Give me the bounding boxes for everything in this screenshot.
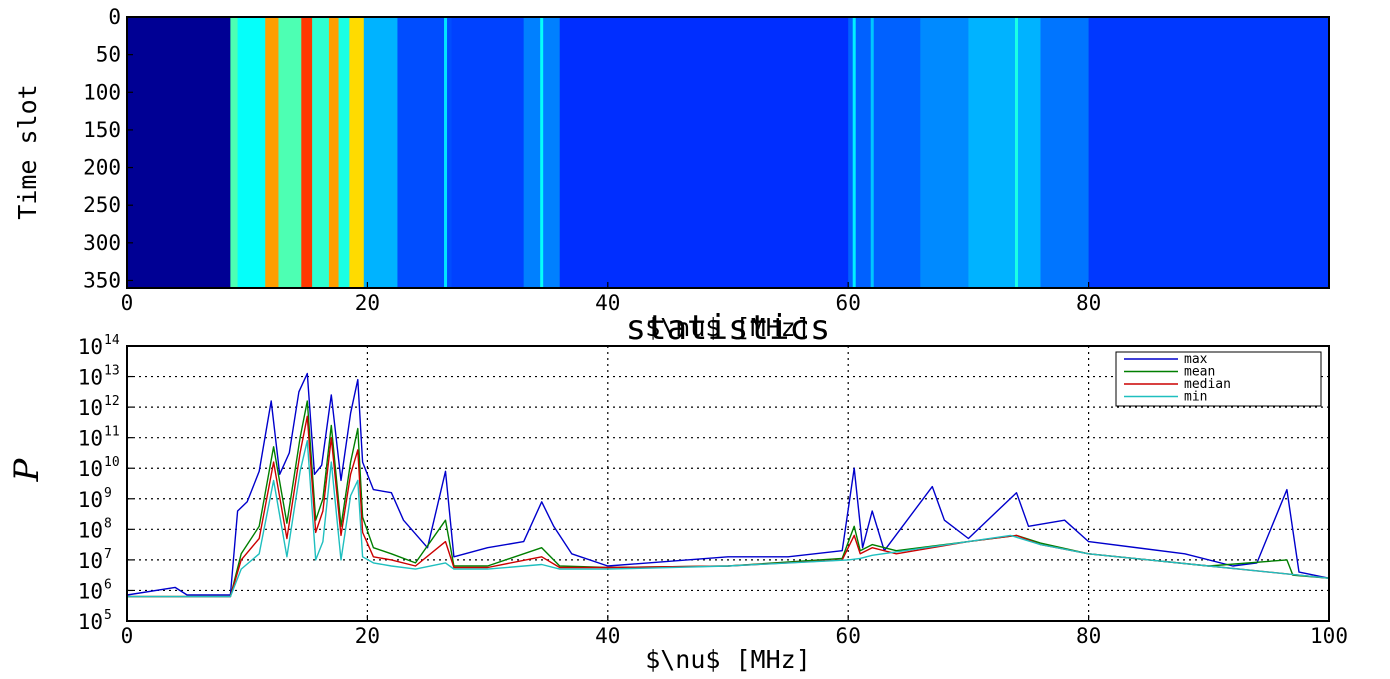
heatmap-line-2 [852, 17, 856, 288]
bottom-y-tick-base-4: 10 [78, 488, 103, 512]
top-plot-frame [126, 16, 1330, 289]
top-y-ticks: 0 50 100 150 200 250 300 350 [83, 5, 133, 292]
heatmap-band-15 [848, 17, 921, 288]
heatmap-line-4 [1014, 17, 1018, 288]
bottom-y-tick-base-5: 10 [78, 457, 103, 481]
bottom-y-tick-exp-8: 13 [104, 364, 120, 379]
bottom-y-tick-base-6: 10 [78, 427, 103, 451]
bottom-x-tick-label-3: 60 [836, 624, 861, 648]
top-y-tick-label-2: 100 [83, 80, 121, 104]
bottom-y-tick-base-8: 10 [78, 366, 103, 390]
heatmap-band-19 [1088, 17, 1329, 288]
bottom-plot-frame [126, 345, 1330, 622]
heatmap-band-5 [301, 17, 313, 288]
bottom-y-tick-base-0: 10 [78, 610, 103, 634]
heatmap-band-11 [397, 17, 453, 288]
bottom-y-tick-exp-7: 12 [104, 394, 120, 409]
top-x-tick-label-3: 60 [836, 291, 861, 315]
series-line-max [127, 372, 1329, 596]
legend-label-min: min [1184, 390, 1207, 405]
heatmap-band-10 [363, 17, 399, 288]
waterfall-heatmap [127, 17, 1329, 288]
heatmap-line-3 [870, 17, 874, 288]
legend-label-median: median [1184, 377, 1231, 392]
bottom-y-tick-exp-9: 14 [104, 333, 120, 348]
bottom-x-tick-label-2: 40 [595, 624, 620, 648]
series-line-median [127, 415, 1329, 598]
series-line-min [127, 440, 1329, 598]
top-y-tick-label-1: 50 [96, 43, 121, 67]
bottom-x-tick-label-1: 20 [355, 624, 380, 648]
top-y-tick-label-4: 200 [83, 156, 121, 180]
bottom-y-tick-exp-2: 7 [104, 547, 112, 562]
heatmap-band-9 [349, 17, 365, 288]
heatmap-band-16 [920, 17, 969, 288]
legend-label-max: max [1184, 352, 1208, 367]
bottom-x-axis-label: $\nu$ [MHz] [645, 645, 811, 674]
top-y-axis-label: Time slot [13, 84, 42, 219]
bottom-y-tick-base-3: 10 [78, 518, 103, 542]
top-x-ticks: 0 20 40 60 80 [121, 282, 1101, 315]
top-x-tick-label-0: 0 [121, 291, 134, 315]
bottom-x-tick-label-4: 80 [1076, 624, 1101, 648]
bottom-grid [127, 346, 1329, 621]
bottom-y-tick-exp-3: 8 [104, 516, 112, 531]
top-x-tick-label-4: 80 [1076, 291, 1101, 315]
legend-label-mean: mean [1184, 365, 1215, 380]
heatmap-band-18 [1040, 17, 1090, 288]
bottom-y-tick-exp-5: 10 [104, 455, 120, 470]
heatmap-band-4 [278, 17, 302, 288]
heatmap-band-2 [237, 17, 266, 288]
bottom-y-tick-base-2: 10 [78, 549, 103, 573]
top-x-axis-label: $\nu$ [MHz] [645, 313, 811, 342]
bottom-x-tick-label-0: 0 [121, 624, 134, 648]
heatmap-band-3 [265, 17, 280, 288]
bottom-y-tick-base-7: 10 [78, 396, 103, 420]
bottom-y-tick-exp-1: 6 [104, 577, 112, 592]
bottom-y-tick-exp-6: 11 [104, 425, 120, 440]
bottom-y-tick-base-1: 10 [78, 579, 103, 603]
bottom-x-ticks: 0 20 40 60 80 100 [121, 615, 1348, 648]
top-x-tick-label-2: 40 [595, 291, 620, 315]
heatmap-band-8 [338, 17, 350, 288]
heatmap-band-14 [559, 17, 849, 288]
top-y-tick-label-6: 300 [83, 231, 121, 255]
top-x-tick-label-1: 20 [355, 291, 380, 315]
top-y-tick-label-5: 250 [83, 193, 121, 217]
bottom-y-tick-base-9: 10 [78, 335, 103, 359]
heatmap-line-1 [540, 17, 544, 288]
heatmap-band-7 [328, 17, 340, 288]
bottom-chart-title: statistics [626, 308, 831, 348]
heatmap-band-1 [230, 17, 239, 288]
heatmap-line-0 [444, 17, 448, 288]
bottom-y-axis-label: P [7, 457, 47, 482]
statistics-lines [127, 372, 1329, 598]
heatmap-band-12 [451, 17, 525, 288]
heatmap-band-6 [312, 17, 330, 288]
top-y-tick-label-7: 350 [83, 268, 121, 292]
bottom-x-tick-label-5: 100 [1310, 624, 1348, 648]
top-y-tick-label-3: 150 [83, 118, 121, 142]
bottom-y-tick-exp-4: 9 [104, 486, 112, 501]
heatmap-band-0 [127, 17, 231, 288]
top-y-tick-label-0: 0 [108, 5, 121, 29]
heatmap-band-17 [968, 17, 1042, 288]
bottom-y-tick-exp-0: 5 [104, 608, 112, 623]
